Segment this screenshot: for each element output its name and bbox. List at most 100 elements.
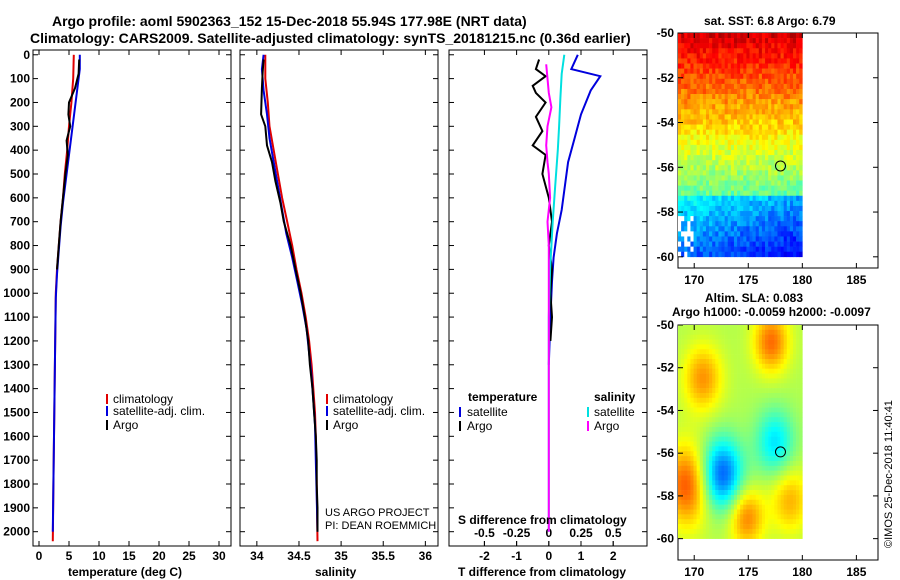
sst-cell — [693, 109, 697, 115]
sla-cell — [737, 436, 741, 442]
sst-cell — [768, 134, 772, 141]
sla-cell — [755, 373, 760, 379]
sst-cell — [774, 216, 778, 222]
sla-cell — [737, 451, 741, 457]
sst-cell — [746, 211, 750, 217]
sla-cell — [678, 388, 682, 394]
sst-cell — [755, 205, 760, 212]
sla-cell — [752, 509, 756, 515]
sst-cell — [768, 119, 772, 125]
sla-cell — [749, 519, 753, 525]
sst-cell — [693, 53, 697, 59]
sla-cell — [696, 397, 701, 403]
sla-cell — [746, 383, 750, 389]
sla-cell — [789, 480, 794, 486]
sst-cell — [699, 129, 704, 136]
sst-cell — [687, 114, 691, 120]
sla-cell — [771, 514, 775, 520]
sla-cell — [768, 402, 772, 408]
sst-cell — [702, 33, 707, 39]
sst-cell — [684, 58, 688, 64]
sla-cell — [740, 533, 744, 539]
sla-cell — [771, 339, 775, 345]
sla-cell — [777, 451, 781, 457]
sst-cell — [752, 211, 756, 217]
sst-cell — [796, 144, 800, 151]
sla-cell — [733, 329, 738, 336]
sla-cell — [696, 533, 701, 539]
sla-cell — [693, 407, 697, 413]
sst-cell — [709, 43, 713, 49]
sla-cell — [690, 470, 694, 476]
sst-cell — [740, 48, 744, 54]
sst-cell — [786, 73, 791, 80]
sst-cell — [690, 43, 694, 49]
sst-cell — [755, 149, 760, 156]
sla-cell — [771, 475, 775, 481]
sst-cell — [786, 58, 791, 64]
sla-cell — [737, 490, 741, 496]
sla-cell — [687, 325, 691, 331]
sla-cell — [793, 485, 797, 491]
sst-cell — [727, 200, 732, 207]
sst-cell — [737, 114, 741, 120]
sst-cell — [761, 114, 766, 120]
sst-cell — [799, 236, 803, 242]
sst-cell — [678, 48, 682, 54]
sst-cell — [724, 200, 729, 207]
sla-cell — [699, 528, 704, 535]
sst-cell — [746, 241, 750, 247]
sla-cell — [678, 494, 682, 501]
sst-cell — [724, 114, 729, 120]
sst-cell — [690, 38, 694, 44]
sst-cell — [696, 114, 701, 120]
sla-cell — [681, 490, 685, 496]
sst-cell — [724, 83, 729, 90]
sla-cell — [709, 499, 713, 505]
sla-cell — [693, 475, 697, 481]
sst-cell — [684, 211, 688, 217]
sla-cell — [705, 519, 710, 525]
sst-cell — [699, 170, 704, 176]
sla-cell — [786, 470, 791, 476]
sla-cell — [727, 494, 732, 501]
sla-cell — [721, 441, 725, 447]
sla-cell — [771, 460, 775, 467]
sst-cell — [684, 200, 688, 207]
sla-cell — [693, 344, 697, 350]
sla-cell — [771, 451, 775, 457]
sla-cell — [699, 475, 704, 481]
sla-cell — [721, 485, 725, 491]
sst-cell — [771, 211, 775, 217]
sst-cell — [681, 53, 685, 59]
sla-cell — [740, 407, 744, 413]
sst-cell — [699, 33, 704, 39]
x-tick-label: 34 — [250, 549, 264, 563]
sla-cell — [786, 383, 791, 389]
sla-cell — [702, 422, 707, 428]
sst-cell — [755, 129, 760, 136]
sla-cell — [774, 528, 778, 535]
sla-cell — [684, 354, 688, 360]
sla-cell — [783, 519, 788, 525]
sla-cell — [690, 504, 694, 510]
sla-cell — [768, 339, 772, 345]
sla-cell — [733, 431, 738, 437]
sla-cell — [780, 344, 784, 350]
sst-cell — [709, 216, 713, 222]
sla-cell — [752, 412, 756, 418]
sst-cell — [699, 200, 704, 207]
sla-cell — [761, 528, 766, 535]
sst-cell — [684, 124, 688, 130]
sst-cell — [684, 139, 688, 146]
sla-cell — [712, 451, 716, 457]
sst-cell — [687, 226, 691, 232]
sst-cell — [780, 195, 784, 202]
sst-cell — [768, 241, 772, 247]
sst-cell — [699, 119, 704, 125]
sla-cell — [777, 354, 781, 360]
sla-cell — [761, 499, 766, 505]
sla-cell — [727, 470, 732, 476]
sst-cell — [743, 190, 747, 197]
